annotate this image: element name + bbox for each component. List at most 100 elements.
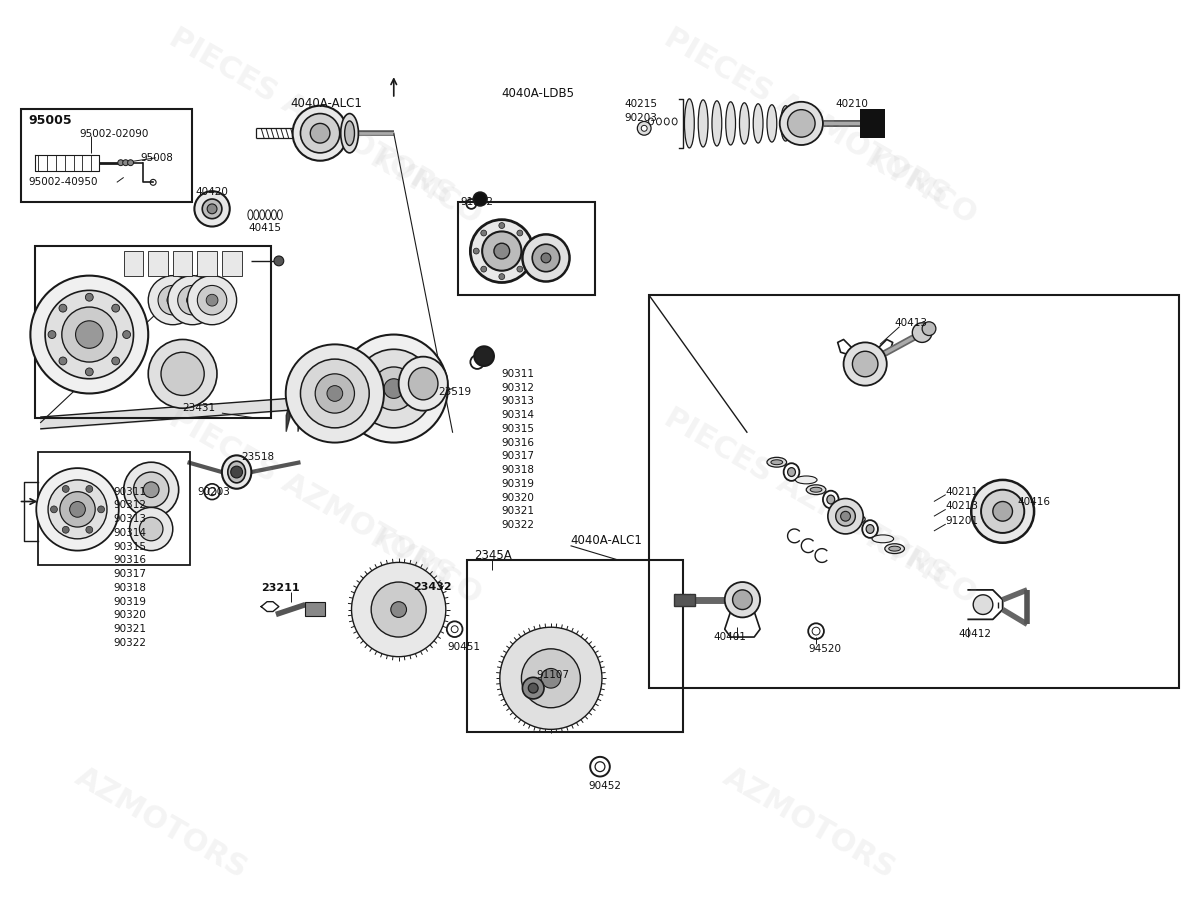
Ellipse shape [726,102,736,145]
Circle shape [982,490,1025,533]
Text: 90314: 90314 [502,410,535,420]
Text: 23519: 23519 [438,386,472,397]
Text: 90317: 90317 [114,569,146,580]
Circle shape [481,230,487,236]
Circle shape [340,335,448,443]
Ellipse shape [781,105,791,141]
Circle shape [85,368,94,376]
Ellipse shape [850,517,862,522]
Circle shape [59,304,67,312]
Circle shape [595,761,605,771]
Text: 95008: 95008 [140,153,173,163]
Circle shape [732,590,752,609]
Ellipse shape [228,461,246,483]
Circle shape [522,678,544,699]
Text: 23518: 23518 [241,453,275,463]
Bar [38,453,191,565]
Circle shape [127,159,133,166]
Circle shape [522,649,581,707]
Ellipse shape [872,535,894,543]
Ellipse shape [770,460,782,464]
Circle shape [122,159,128,166]
Bar [468,561,684,733]
Circle shape [197,285,227,315]
Text: 40413: 40413 [895,318,928,328]
Circle shape [158,285,187,315]
Circle shape [451,626,458,633]
Circle shape [122,330,131,338]
Text: 90319: 90319 [502,479,535,489]
Text: 90315: 90315 [502,424,535,434]
Ellipse shape [827,495,835,504]
Circle shape [133,472,169,508]
Text: 90317: 90317 [502,451,535,462]
Text: 23211: 23211 [262,583,300,593]
Circle shape [62,526,70,533]
Circle shape [352,562,446,657]
Circle shape [499,274,505,280]
Circle shape [852,351,878,377]
Text: 90320: 90320 [114,610,146,620]
Bar [673,594,695,606]
Ellipse shape [796,476,817,484]
Circle shape [112,304,120,312]
Text: 94520: 94520 [809,644,841,653]
Circle shape [139,518,163,541]
Text: 40210: 40210 [835,99,869,109]
Circle shape [311,123,330,143]
Text: 90451: 90451 [448,642,481,652]
Ellipse shape [866,525,874,534]
Circle shape [973,595,992,615]
Circle shape [167,294,179,306]
Ellipse shape [846,514,865,524]
Ellipse shape [698,100,708,147]
Text: 23432: 23432 [414,582,452,592]
Bar [222,251,241,275]
Ellipse shape [889,546,900,551]
Circle shape [326,385,343,401]
Circle shape [76,320,103,348]
Text: 90321: 90321 [502,507,535,517]
Text: 90316: 90316 [502,437,535,447]
Text: 95005: 95005 [29,114,72,127]
Circle shape [208,204,217,214]
Circle shape [112,357,120,364]
Circle shape [725,582,760,617]
Bar [173,251,192,275]
Circle shape [48,480,107,539]
Circle shape [187,275,236,325]
Bar [35,247,271,418]
Text: 90203: 90203 [197,487,230,497]
Text: 90313: 90313 [114,514,146,524]
Circle shape [780,102,823,145]
Text: KYMCO: KYMCO [859,524,982,611]
Text: 90320: 90320 [502,492,535,502]
Circle shape [841,511,851,521]
Ellipse shape [712,101,721,146]
Text: PIECES AZMOTORS: PIECES AZMOTORS [659,22,954,210]
Text: 90316: 90316 [114,555,146,565]
Text: 90452: 90452 [588,781,622,791]
Text: 91201: 91201 [946,517,979,526]
Circle shape [230,466,242,478]
Circle shape [812,627,820,635]
Text: 2345A: 2345A [474,549,512,562]
Circle shape [494,243,510,259]
Circle shape [208,488,216,496]
Circle shape [194,191,229,227]
Text: AZMOTORS: AZMOTORS [70,762,252,885]
Circle shape [922,322,936,336]
Circle shape [474,346,494,366]
Text: 90322: 90322 [114,638,146,648]
Text: 90311: 90311 [114,487,146,497]
Text: 40416: 40416 [1018,497,1050,507]
Circle shape [149,339,217,409]
Text: PIECES AZMOTORS: PIECES AZMOTORS [659,403,954,590]
Text: 4040A-LDB5: 4040A-LDB5 [502,87,575,101]
Text: KYMCO: KYMCO [859,144,982,231]
Circle shape [300,113,340,153]
Text: 40415: 40415 [248,223,282,233]
Text: PIECES AZMOTORS: PIECES AZMOTORS [164,22,460,210]
Circle shape [86,526,92,533]
Ellipse shape [739,103,749,144]
